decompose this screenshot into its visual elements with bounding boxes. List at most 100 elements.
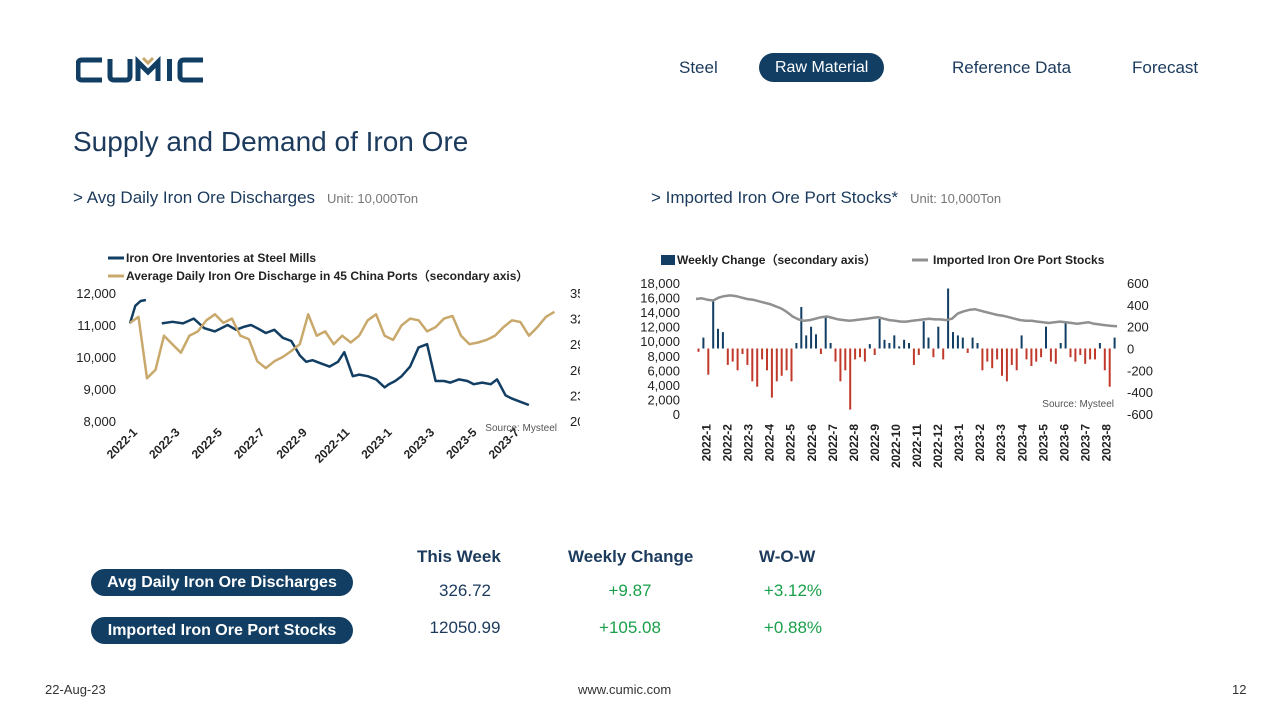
- y-left-tick-label: 8,000: [647, 349, 680, 364]
- y-left-tick-label: 4,000: [647, 378, 680, 393]
- weekly-change-bar: [785, 348, 788, 371]
- weekly-change-bar: [1010, 348, 1013, 365]
- weekly-change-bar: [932, 348, 935, 358]
- y-left-tick-label: 10,000: [76, 350, 116, 365]
- x-tick-label: 2022-6: [805, 424, 819, 462]
- weekly-change-bar: [1001, 348, 1003, 376]
- weekly-change-bar: [976, 343, 979, 349]
- y-left-tick-label: 12,000: [76, 286, 116, 301]
- weekly-change-bar: [966, 348, 969, 353]
- weekly-change-bar: [971, 337, 974, 349]
- x-tick-label: 2023-4: [1015, 424, 1029, 462]
- weekly-change-bar: [1069, 348, 1072, 358]
- weekly-change-bar: [775, 348, 778, 382]
- source-note: Source: Mysteel: [485, 423, 557, 434]
- weekly-change-bar: [849, 348, 852, 410]
- weekly-change-bar: [824, 315, 827, 349]
- discharges-this-week: 326.72: [439, 581, 491, 600]
- weekly-change-bar: [761, 348, 764, 360]
- weekly-change-bar: [952, 332, 954, 349]
- port-stocks-chart: Weekly Change（secondary axis） Imported Ir…: [640, 252, 1153, 468]
- weekly-change-bar: [986, 348, 989, 362]
- weekly-change-bar: [1049, 348, 1052, 362]
- weekly-change-bar: [834, 348, 837, 362]
- source-note: Source: Mysteel: [1042, 399, 1114, 410]
- weekly-change-bar: [956, 335, 959, 349]
- weekly-change-bar: [1059, 343, 1062, 349]
- top-nav: Steel Raw Material Reference Data Foreca…: [0, 53, 1280, 83]
- weekly-change-bar: [810, 326, 813, 349]
- x-tick-label: 2022-3: [146, 425, 183, 462]
- nav-forecast[interactable]: Forecast: [1132, 58, 1199, 77]
- weekly-change-bar: [717, 328, 719, 349]
- x-tick-label: 2022-9: [868, 424, 882, 462]
- nav-reference-data[interactable]: Reference Data: [952, 58, 1072, 77]
- y-left-tick-label: 9,000: [83, 382, 116, 397]
- weekly-change-bar: [873, 348, 876, 355]
- legend-label: Iron Ore Inventories at Steel Mills: [126, 251, 316, 265]
- page-number: 12: [1232, 682, 1247, 697]
- weekly-change-bar: [1089, 348, 1092, 360]
- weekly-change-bar: [766, 348, 768, 371]
- weekly-change-bar: [917, 348, 920, 355]
- legend-label: Average Daily Iron Ore Discharge in 45 C…: [126, 268, 528, 283]
- nav-raw-material[interactable]: Raw Material: [759, 53, 885, 82]
- section-title-text: > Avg Daily Iron Ore Discharges: [73, 188, 316, 207]
- weekly-change-bar: [721, 332, 724, 349]
- weekly-change-bar: [839, 348, 842, 382]
- y-left-tick-label: 11,000: [77, 318, 116, 333]
- x-tick-label: 2022-11: [910, 424, 924, 468]
- weekly-change-bar: [1103, 348, 1106, 371]
- section-title-port-stocks: > Imported Iron Ore Port Stocks* Unit: 10…: [651, 188, 1001, 208]
- weekly-change-bar: [868, 344, 871, 349]
- x-tick-label: 2023-7: [1078, 424, 1092, 462]
- y-left-tick-label: 2,000: [647, 392, 680, 407]
- y-left-tick-label: 0: [673, 407, 680, 422]
- weekly-change-bar: [829, 343, 832, 349]
- row-label-discharges: Avg Daily Iron Ore Discharges: [91, 569, 353, 596]
- weekly-change-bar: [1005, 348, 1008, 382]
- weekly-change-bar: [756, 348, 759, 387]
- weekly-change-bar: [712, 299, 715, 349]
- weekly-change-bar: [1054, 348, 1057, 364]
- weekly-change-bar: [1030, 348, 1033, 366]
- discharges-inventories-chart: Iron Ore Inventories at Steel Mills Avera…: [76, 251, 580, 466]
- weekly-change-bar: [893, 335, 896, 349]
- weekly-change-bar: [883, 339, 886, 349]
- x-tick-label: 2023-8: [1099, 424, 1113, 462]
- x-tick-label: 2023-2: [973, 424, 987, 462]
- footer-url[interactable]: www.cumic.com: [578, 682, 672, 697]
- weekly-change-bar: [697, 348, 700, 352]
- weekly-change-bar: [859, 348, 861, 358]
- weekly-change-bar: [878, 319, 881, 349]
- y-right-tick-label: 320: [570, 312, 580, 327]
- weekly-change-bar: [1098, 343, 1101, 349]
- weekly-change-bar: [1035, 348, 1038, 362]
- weekly-change-bar: [854, 348, 857, 360]
- unit-label: Unit: 10,000Ton: [910, 191, 1002, 206]
- y-left-tick-label: 6,000: [647, 363, 680, 378]
- y-right-tick-label: 260: [570, 363, 580, 378]
- weekly-change-bar: [863, 348, 866, 362]
- y-right-tick-label: 290: [570, 337, 580, 352]
- x-tick-label: 2023-3: [994, 424, 1008, 462]
- x-tick-label: 2022-1: [104, 425, 141, 462]
- weekly-change-bar: [1094, 348, 1096, 360]
- x-tick-label: 2022-1: [700, 424, 714, 462]
- weekly-change-bar: [805, 335, 808, 349]
- weekly-change-bar: [912, 348, 915, 365]
- weekly-change-bar: [981, 348, 984, 371]
- weekly-change-bar: [790, 348, 793, 382]
- nav-steel[interactable]: Steel: [679, 58, 718, 77]
- y-right-tick-label: -200: [1127, 363, 1153, 378]
- x-tick-label: 2022-7: [826, 424, 840, 462]
- weekly-change-bar: [746, 348, 749, 365]
- weekly-change-bar: [815, 334, 817, 349]
- weekly-change-bar: [1015, 348, 1018, 371]
- x-tick-label: 2023-1: [952, 424, 966, 462]
- weekly-change-bar: [751, 348, 754, 382]
- weekly-change-bar: [1074, 348, 1077, 362]
- y-left-tick-label: 10,000: [640, 334, 680, 349]
- cumic-logo: [76, 56, 203, 83]
- x-tick-label: 2022-4: [763, 424, 777, 462]
